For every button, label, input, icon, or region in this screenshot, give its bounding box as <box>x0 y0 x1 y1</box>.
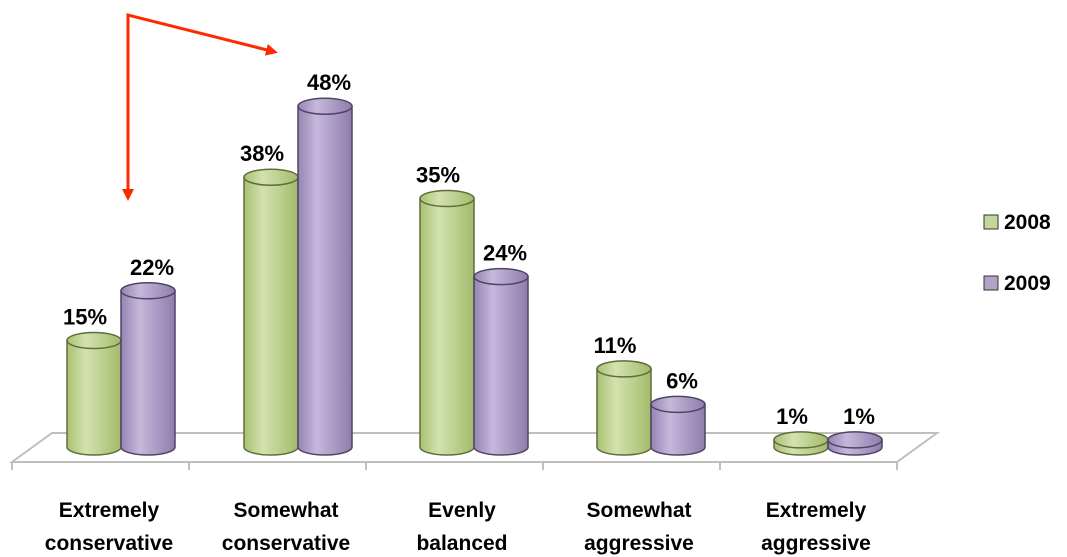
value-label-2008-0: 15% <box>63 305 107 330</box>
category-label-1-0: Somewhat <box>233 499 338 522</box>
category-label-0-1: conservative <box>45 532 173 555</box>
category-label-1-1: conservative <box>222 532 350 555</box>
value-label-2009-3: 6% <box>666 368 698 393</box>
legend-swatch-2009 <box>983 275 999 291</box>
legend-item-2008: 2008 <box>983 211 1051 234</box>
legend-item-2009: 2009 <box>983 272 1051 295</box>
category-label-0-0: Extremely <box>59 499 160 522</box>
value-labels-layer: 15% 22% 38% 48% 35% 24% 11% 6% 1% 1% <box>63 70 875 429</box>
bars-layer <box>66 97 883 456</box>
value-label-2009-1: 48% <box>307 70 351 95</box>
legend-label-2008: 2008 <box>1004 211 1051 234</box>
category-label-4-0: Extremely <box>766 499 867 522</box>
value-label-2008-2: 35% <box>416 163 460 188</box>
value-label-2008-3: 11% <box>594 333 637 358</box>
bar-2008-1 <box>243 168 299 456</box>
value-label-2008-1: 38% <box>240 141 284 166</box>
annotation-arrow-to-right <box>126 13 278 56</box>
bar-2009-1 <box>297 97 353 456</box>
bar-2009-3 <box>650 395 706 456</box>
value-label-2009-2: 24% <box>483 241 527 266</box>
value-label-2009-4: 1% <box>843 404 875 429</box>
category-label-2-0: Evenly <box>428 499 496 522</box>
value-label-2008-4: 1% <box>776 404 808 429</box>
bar-2008-0 <box>66 331 122 456</box>
bar-2008-3 <box>596 360 652 456</box>
category-label-4-1: aggressive <box>761 532 871 555</box>
legend-label-2009: 2009 <box>1004 272 1051 295</box>
category-label-2-1: balanced <box>416 532 507 555</box>
bar-2009-2 <box>473 267 529 456</box>
category-labels-layer: Extremely conservative Somewhat conservativ… <box>45 499 871 555</box>
bar-2009-4 <box>827 431 883 456</box>
legend: 2008 2009 <box>983 211 1051 295</box>
annotation-arrows <box>122 13 278 201</box>
category-label-3-0: Somewhat <box>586 499 691 522</box>
legend-swatch-2008 <box>983 214 999 230</box>
category-label-3-1: aggressive <box>584 532 694 555</box>
bar-2008-4 <box>773 431 829 456</box>
bar-2008-2 <box>419 189 475 456</box>
value-label-2009-0: 22% <box>130 255 174 280</box>
bar-2009-0 <box>120 282 176 456</box>
